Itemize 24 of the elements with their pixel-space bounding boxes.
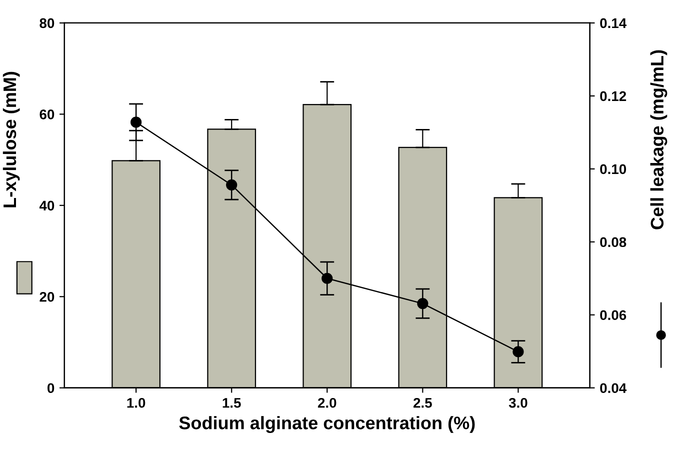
y-axis-title: L-xylulose (mM) bbox=[2, 72, 20, 208]
x-tick-label: 3.0 bbox=[508, 398, 528, 408]
y2-tick-label: 0.12 bbox=[600, 91, 626, 102]
x-tick-label: 1.0 bbox=[127, 398, 146, 408]
x-tick-label: 2.5 bbox=[414, 398, 432, 408]
point bbox=[226, 179, 238, 191]
y2-axis-title: Cell leakage (mg/mL) bbox=[650, 50, 668, 230]
y2-tick-label: 0.08 bbox=[600, 237, 626, 248]
point bbox=[417, 298, 428, 310]
point bbox=[130, 116, 142, 128]
y2-tick-label: 0.10 bbox=[600, 164, 626, 174]
x-tick-label: 2.0 bbox=[318, 398, 336, 408]
x-tick-label: 1.5 bbox=[222, 398, 241, 408]
y-tick-label: 40 bbox=[39, 200, 54, 211]
y2-tick-label: 0.04 bbox=[600, 383, 627, 394]
y-tick-label: 60 bbox=[40, 110, 54, 120]
y-tick-label: 80 bbox=[40, 18, 54, 28]
y2-tick-label: 0.14 bbox=[600, 18, 627, 28]
y2-tick-label: 0.06 bbox=[600, 310, 626, 320]
y-tick-label: 0 bbox=[48, 383, 54, 394]
point bbox=[322, 272, 333, 284]
x-axis-title: Sodium alginate concentration (%) bbox=[179, 416, 475, 433]
point bbox=[512, 346, 524, 358]
y-tick-label: 20 bbox=[40, 292, 54, 302]
